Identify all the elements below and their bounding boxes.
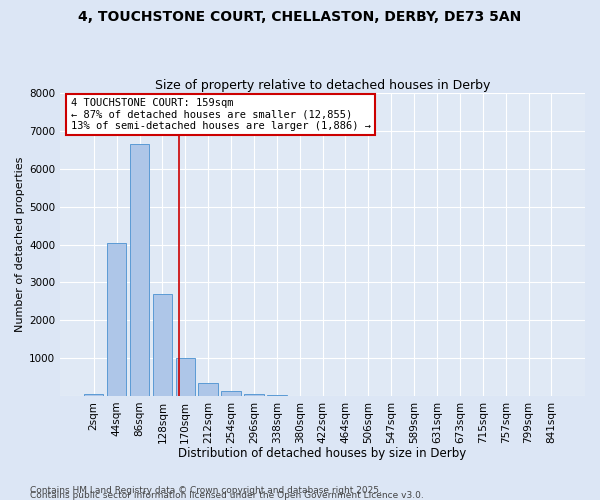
- Bar: [130, 144, 149, 396]
- Bar: [176, 358, 195, 396]
- Bar: [221, 391, 241, 396]
- Text: Contains public sector information licensed under the Open Government Licence v3: Contains public sector information licen…: [30, 491, 424, 500]
- Y-axis label: Number of detached properties: Number of detached properties: [15, 157, 25, 332]
- Title: Size of property relative to detached houses in Derby: Size of property relative to detached ho…: [155, 79, 490, 92]
- Bar: [199, 382, 218, 396]
- Bar: [84, 394, 103, 396]
- Text: 4, TOUCHSTONE COURT, CHELLASTON, DERBY, DE73 5AN: 4, TOUCHSTONE COURT, CHELLASTON, DERBY, …: [79, 10, 521, 24]
- Text: Contains HM Land Registry data © Crown copyright and database right 2025.: Contains HM Land Registry data © Crown c…: [30, 486, 382, 495]
- Bar: [244, 394, 263, 396]
- Bar: [267, 395, 287, 396]
- Bar: [107, 242, 127, 396]
- X-axis label: Distribution of detached houses by size in Derby: Distribution of detached houses by size …: [178, 447, 467, 460]
- Bar: [152, 294, 172, 396]
- Text: 4 TOUCHSTONE COURT: 159sqm
← 87% of detached houses are smaller (12,855)
13% of : 4 TOUCHSTONE COURT: 159sqm ← 87% of deta…: [71, 98, 371, 131]
